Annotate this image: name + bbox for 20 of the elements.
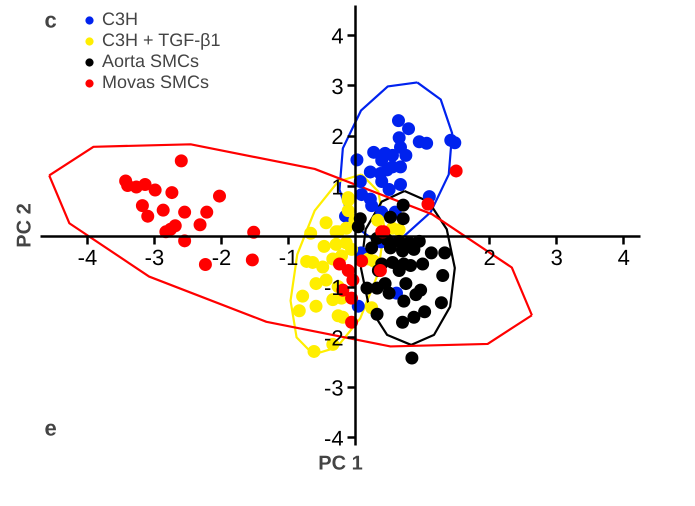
y-tick-label: 4 (331, 24, 344, 49)
y-tick-label: -3 (324, 376, 344, 401)
annotation: e (44, 416, 57, 440)
legend-label: C3H + TGF-β1 (102, 30, 221, 51)
legend-label: C3H (102, 9, 138, 30)
x-tick-label: 3 (550, 244, 563, 270)
x-tick-label: -2 (212, 244, 232, 270)
x-tick-label: -3 (144, 244, 164, 270)
x-tick-label: -4 (78, 244, 98, 270)
y-tick-label: 3 (331, 74, 344, 99)
y-tick-label: -2 (324, 325, 344, 350)
y-axis-title: PC 2 (14, 203, 36, 248)
y-tick-label: 2 (331, 124, 344, 150)
x-axis-title: PC 1 (318, 452, 363, 474)
x-tick-label: 4 (618, 244, 630, 270)
y-tick-label: -1 (324, 275, 344, 300)
legend-label: Aorta SMCs (102, 51, 200, 72)
y-tick-label: -4 (324, 426, 344, 451)
annotation: c (44, 8, 57, 32)
legend-label: Movas SMCs (102, 72, 210, 93)
